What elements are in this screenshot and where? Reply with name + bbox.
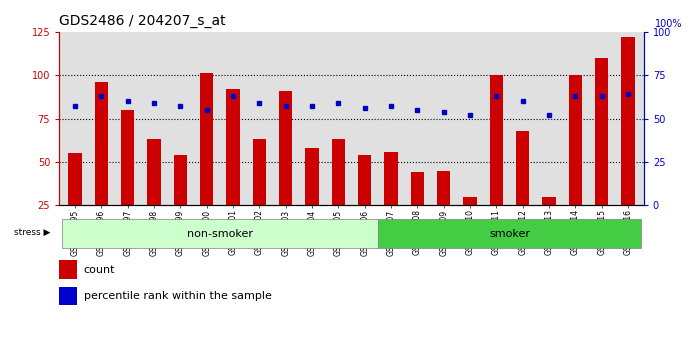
Bar [378,219,641,248]
Bar [595,58,608,205]
Bar [464,197,477,205]
Bar [542,197,555,205]
Bar [59,260,77,279]
Text: 100%: 100% [655,19,682,29]
Bar [62,219,378,248]
Text: GDS2486 / 204207_s_at: GDS2486 / 204207_s_at [59,14,226,28]
Bar [279,91,292,205]
Text: count: count [84,265,115,275]
Bar [253,139,266,205]
Bar [68,153,81,205]
Text: stress ▶: stress ▶ [14,228,50,237]
Bar [490,75,503,205]
Bar [148,139,161,205]
Bar [95,82,108,205]
Bar [384,152,397,205]
Bar [437,171,450,205]
Bar [174,155,187,205]
Text: non-smoker: non-smoker [187,229,253,239]
Bar [226,89,239,205]
Bar [59,287,77,305]
Bar [622,37,635,205]
Bar [306,148,319,205]
Bar [200,74,213,205]
Bar [569,75,582,205]
Text: smoker: smoker [489,229,530,239]
Bar [358,155,371,205]
Text: percentile rank within the sample: percentile rank within the sample [84,291,271,301]
Bar [121,110,134,205]
Bar [411,172,424,205]
Bar [516,131,529,205]
Bar [332,139,345,205]
